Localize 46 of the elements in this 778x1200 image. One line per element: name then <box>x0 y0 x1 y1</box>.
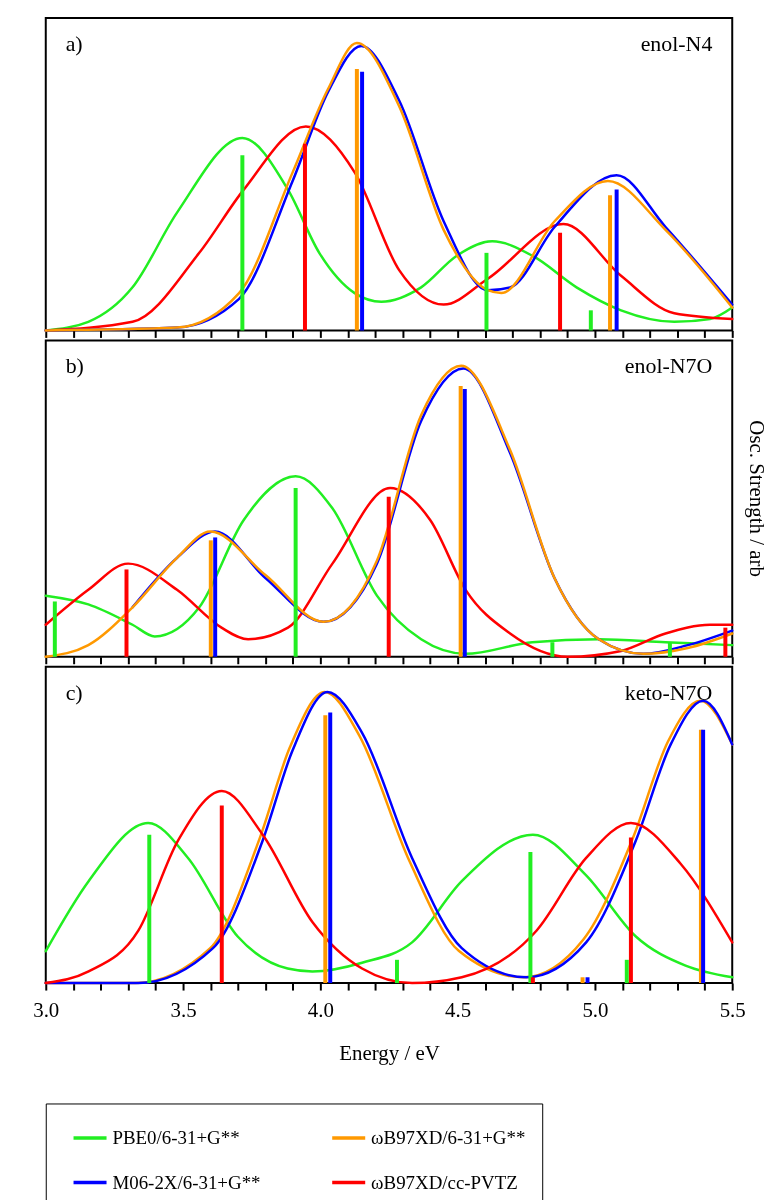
x-tick-label: 5.0 <box>582 998 609 1023</box>
bar <box>585 977 590 984</box>
bar <box>208 540 213 657</box>
bar <box>462 388 467 657</box>
legend-label: ωB97XD/6-31+G** <box>371 1127 526 1149</box>
bar <box>588 310 593 331</box>
bar <box>580 977 585 984</box>
bar <box>240 155 245 331</box>
bar <box>323 715 328 984</box>
annotation: keto-N7O <box>624 680 713 705</box>
bar <box>219 805 224 984</box>
bar <box>360 71 365 331</box>
annotation: a) <box>65 31 83 56</box>
bar <box>213 537 218 657</box>
bar <box>458 386 463 657</box>
annotation: c) <box>65 680 83 705</box>
bar <box>293 487 298 657</box>
x-tick-label: 4.0 <box>307 998 334 1023</box>
bar <box>723 627 728 657</box>
legend-label: PBE0/6-31+G** <box>112 1127 240 1149</box>
bar <box>624 959 629 984</box>
x-tick-label: 5.5 <box>719 998 746 1023</box>
annotation: enol-N7O <box>624 354 713 379</box>
bar <box>386 496 391 657</box>
x-axis-title: Energy / eV <box>339 1041 440 1066</box>
x-tick-label: 3.5 <box>170 998 197 1023</box>
bar <box>484 252 489 331</box>
y-axis-title: Osc. Strength / arb <box>745 420 770 577</box>
annotation: b) <box>65 354 84 379</box>
annotation: enol-N4 <box>640 31 713 56</box>
bar <box>354 68 359 331</box>
bar <box>558 232 563 331</box>
bar <box>614 189 619 331</box>
x-tick-label: 3.0 <box>33 998 60 1023</box>
bar <box>394 959 399 984</box>
legend-label: M06-2X/6-31+G** <box>112 1171 261 1193</box>
bar <box>52 601 57 657</box>
bar <box>302 143 307 331</box>
bar <box>147 834 152 984</box>
bar <box>608 195 613 331</box>
bar <box>530 977 535 984</box>
bar <box>528 852 533 984</box>
legend-label: ωB97XD/cc-PVTZ <box>371 1171 518 1193</box>
bar <box>628 837 633 984</box>
x-tick-label: 4.5 <box>445 998 472 1023</box>
bar <box>328 712 333 984</box>
